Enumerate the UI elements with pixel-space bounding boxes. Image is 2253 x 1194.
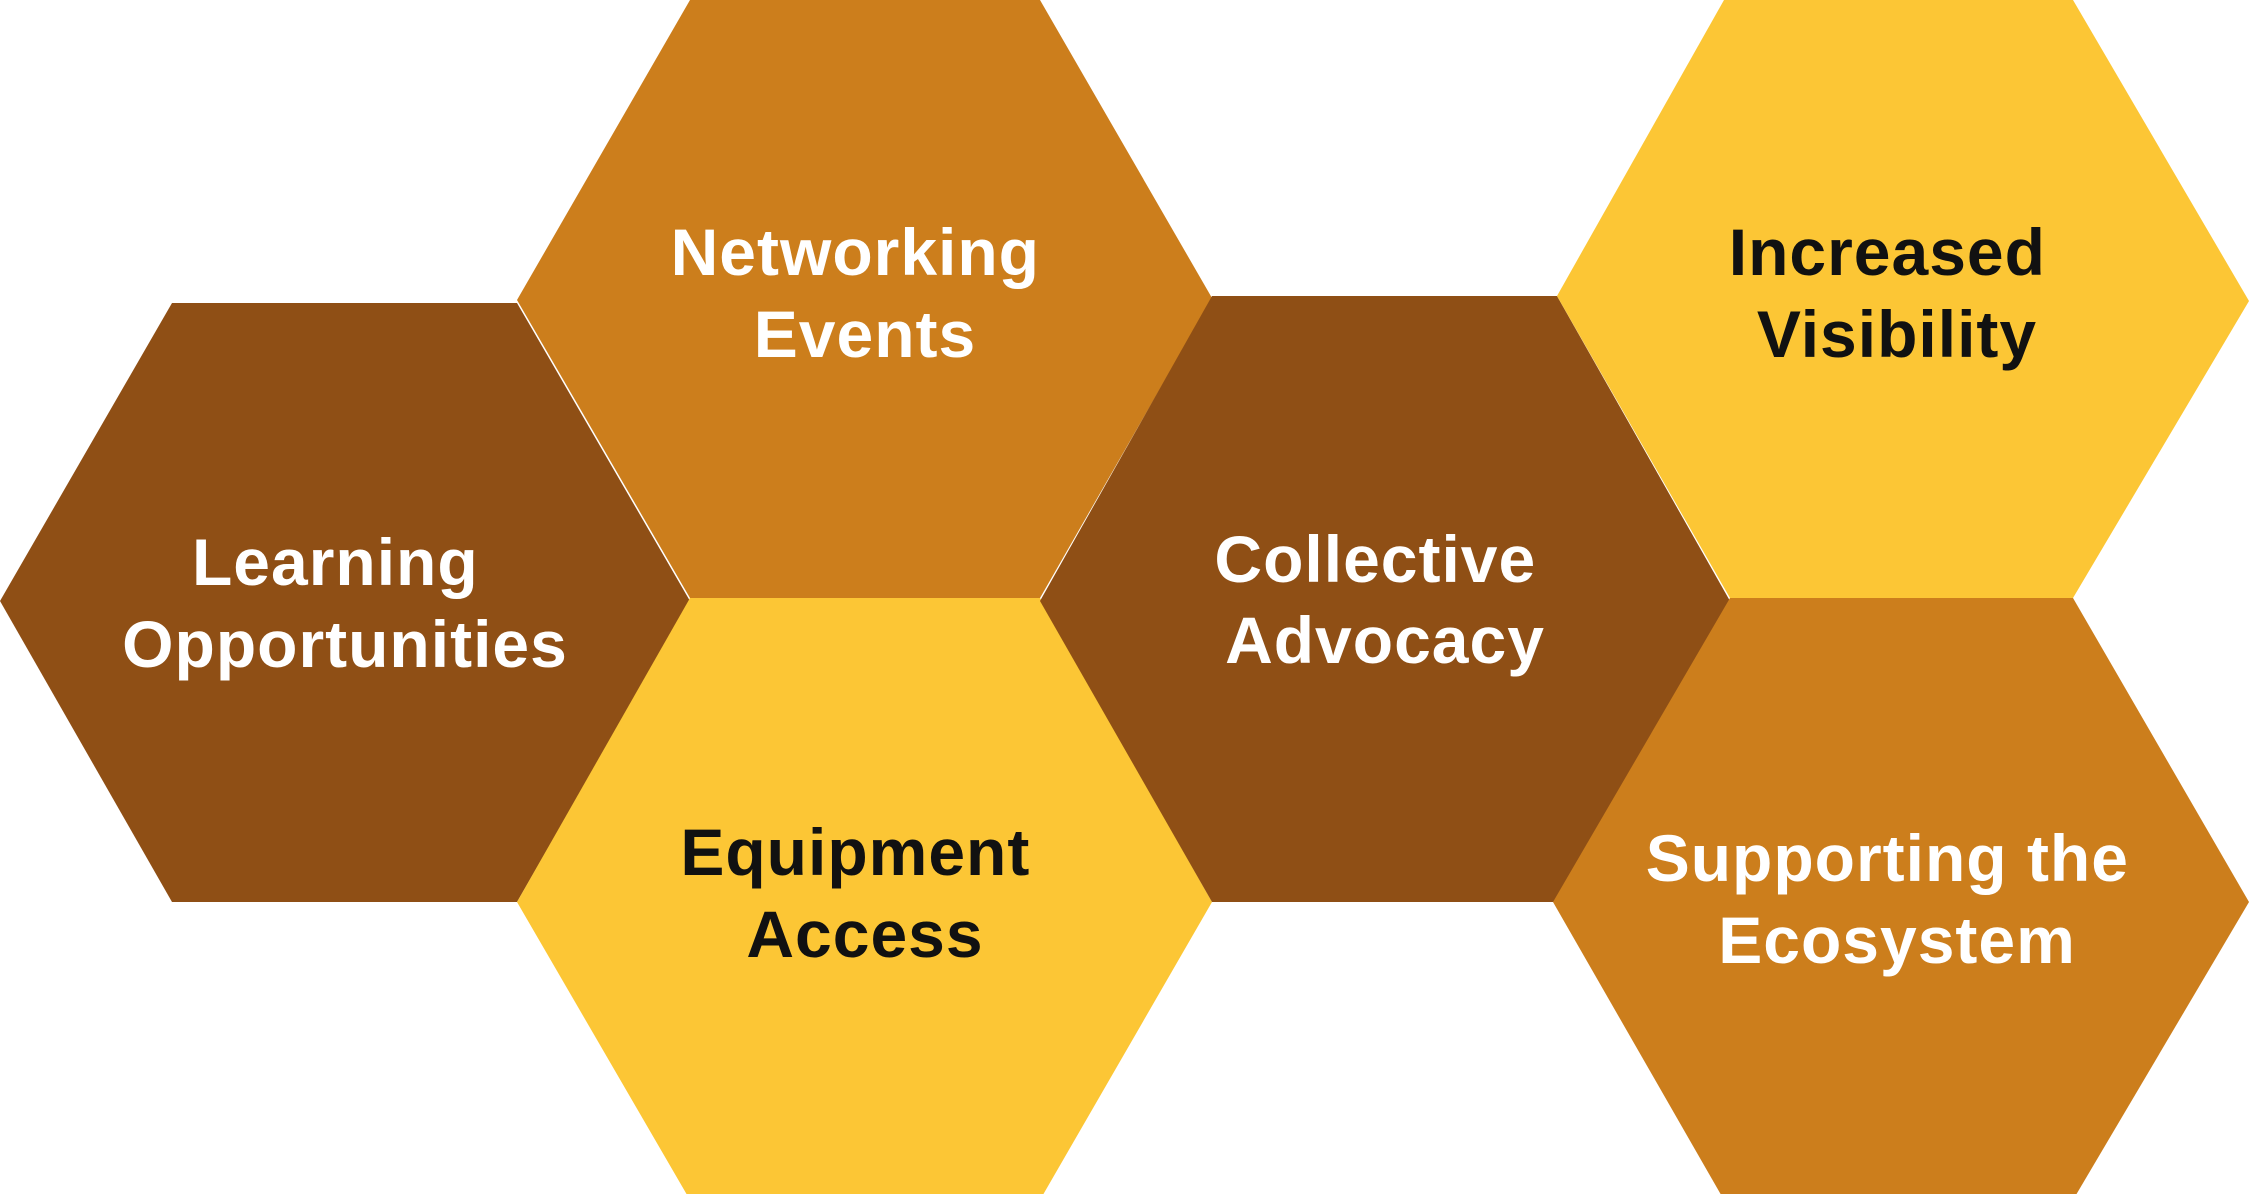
hexagon-label: Increased Visibility <box>1729 215 2066 371</box>
hexagon-shape <box>0 303 690 902</box>
hexagon-networking-events: Networking Events <box>517 0 1212 598</box>
hexagon-increased-visibility: Increased Visibility <box>1557 0 2249 598</box>
hexagon-shape <box>1553 598 2249 1194</box>
hexagon-shape <box>517 0 1212 598</box>
hexagon-label: Equipment Access <box>680 815 1049 971</box>
hexagon-label: Learning Opportunities <box>122 525 568 681</box>
hexagon-shape <box>1557 0 2249 598</box>
hexagon-label: Networking Events <box>671 215 1060 371</box>
hexagon-label: Collective Advocacy <box>1214 522 1555 677</box>
hexagon-label: Supporting the Ecosystem <box>1646 821 2149 977</box>
hexagon-collective-advocacy: Collective Advocacy <box>1040 296 1730 902</box>
hexagon-learning-opportunities: Learning Opportunities <box>0 303 690 902</box>
hexagon-shape <box>517 598 1212 1194</box>
hexagon-equipment-access: Equipment Access <box>517 598 1212 1194</box>
hexagon-supporting-the-ecosystem: Supporting the Ecosystem <box>1553 598 2249 1194</box>
hexagon-shape <box>1040 296 1730 902</box>
